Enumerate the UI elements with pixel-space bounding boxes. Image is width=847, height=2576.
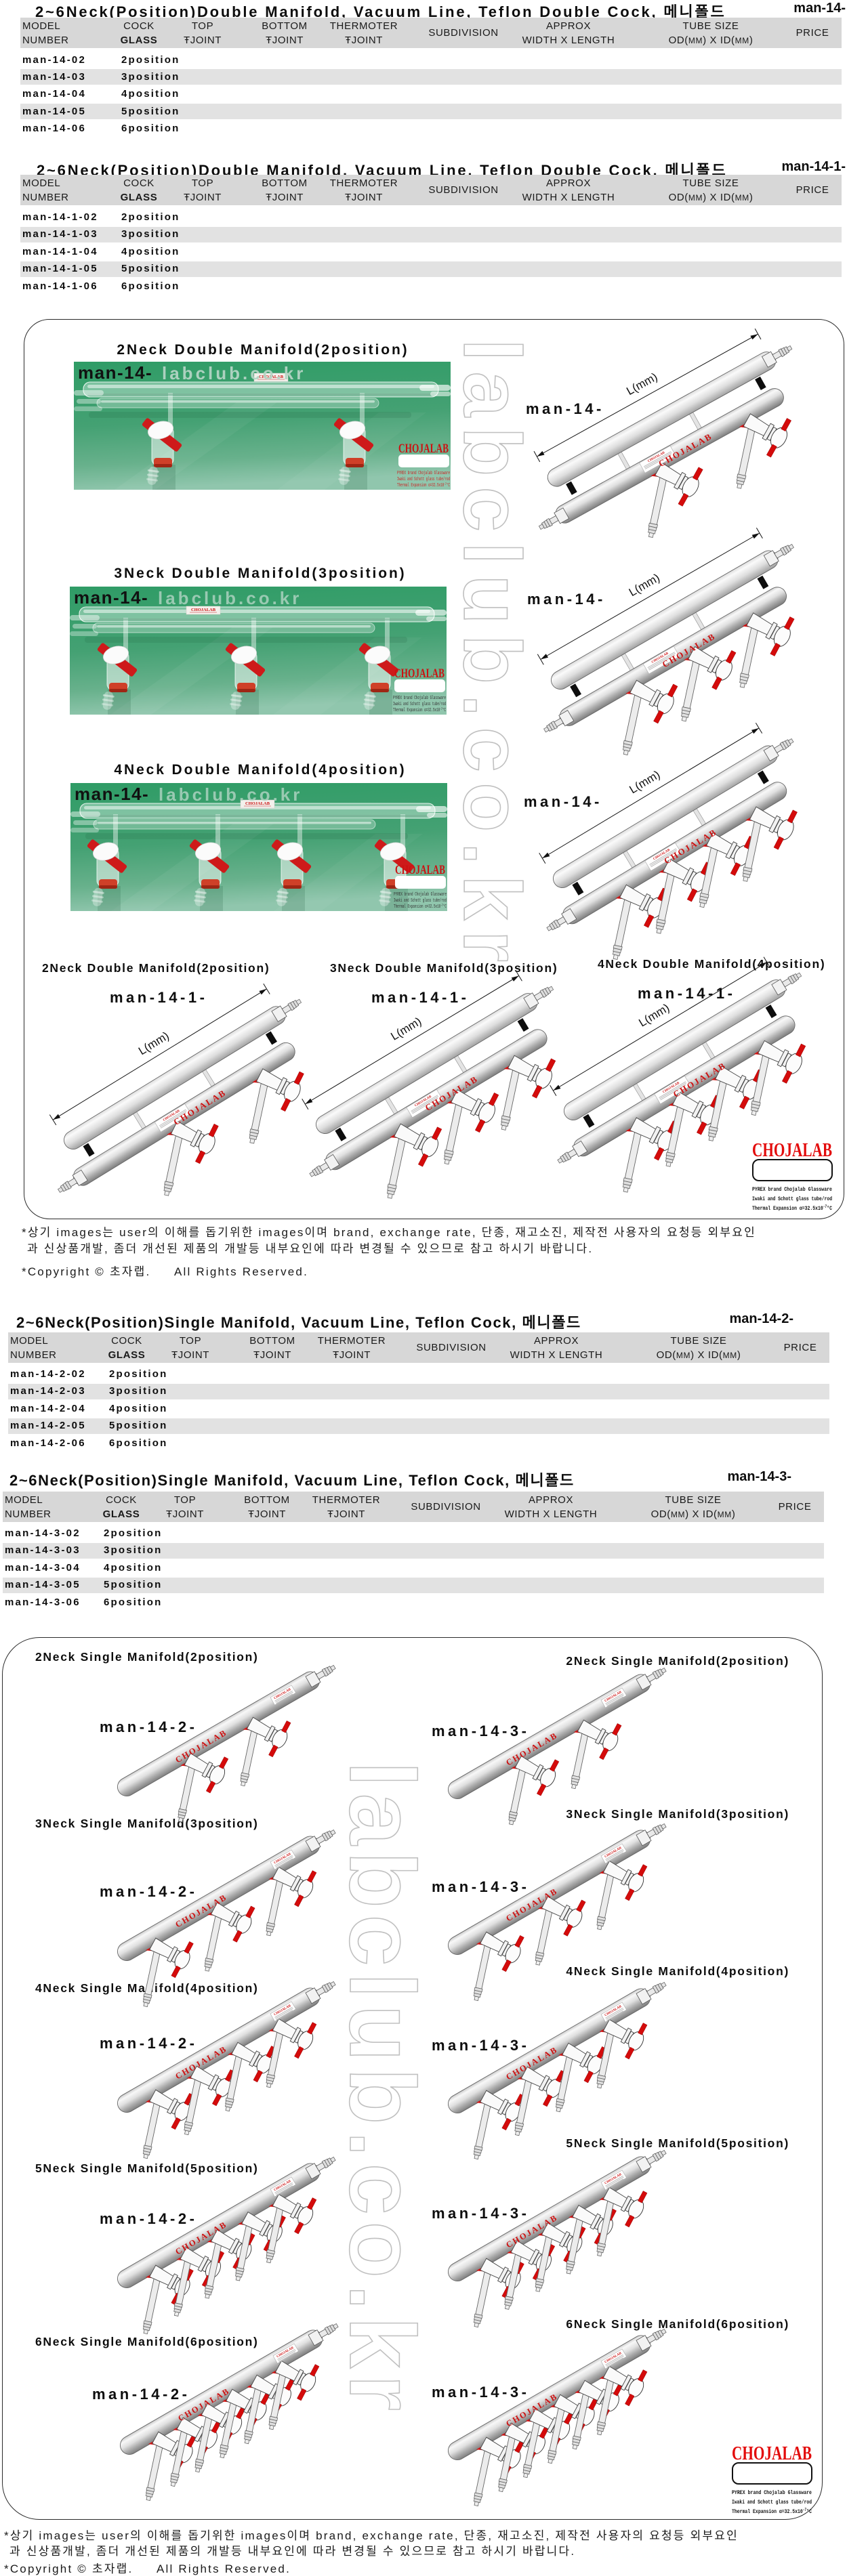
svg-text:PYREX brand Chojalab Glassware: PYREX brand Chojalab Glassware (732, 2489, 812, 2496)
svg-text:CHOJALAB: CHOJALAB (394, 667, 445, 681)
svg-text:CHOJALAB: CHOJALAB (245, 801, 270, 806)
svg-text:labclub.co.kr: labclub.co.kr (162, 363, 306, 383)
svg-text:PYREX brand Chojalab Glassware: PYREX brand Chojalab Glassware (397, 471, 450, 476)
svg-text:CHOJALAB: CHOJALAB (259, 375, 284, 379)
svg-text:L(mm): L(mm) (627, 768, 663, 797)
svg-text:Thermal Expansion α=32.5x10-7°: Thermal Expansion α=32.5x10-7°C (397, 482, 450, 488)
svg-text:Iwaki and Schott glass tube/ro: Iwaki and Schott glass tube/rod (397, 477, 450, 482)
svg-text:Iwaki and Schott glass tube/ro: Iwaki and Schott glass tube/rod (393, 702, 446, 707)
svg-text:man-14-: man-14- (74, 587, 148, 608)
svg-text:L(mm): L(mm) (136, 1029, 171, 1057)
svg-text:CHOJALAB: CHOJALAB (398, 442, 449, 456)
svg-text:Thermal Expansion α=32.5x10-7°: Thermal Expansion α=32.5x10-7°C (393, 707, 446, 713)
svg-text:L(mm): L(mm) (636, 1001, 672, 1030)
svg-text:CHOJALAB: CHOJALAB (395, 863, 445, 877)
svg-text:PYREX brand Chojalab Glassware: PYREX brand Chojalab Glassware (393, 696, 446, 701)
svg-text:labclub.co.kr: labclub.co.kr (158, 588, 302, 608)
svg-text:CHOJALAB: CHOJALAB (752, 1140, 832, 1161)
svg-text:labclub.co.kr: labclub.co.kr (159, 784, 302, 805)
svg-text:Thermal Expansion α=32.5x10-7°: Thermal Expansion α=32.5x10-7°C (394, 904, 447, 910)
svg-text:Iwaki and Schott glass tube/ro: Iwaki and Schott glass tube/rod (394, 898, 447, 904)
svg-text:L(mm): L(mm) (388, 1015, 424, 1043)
svg-text:L(mm): L(mm) (627, 571, 662, 599)
svg-text:Thermal Expansion α=32.5x10-7°: Thermal Expansion α=32.5x10-7°C (732, 2508, 812, 2515)
svg-text:PYREX brand Chojalab Glassware: PYREX brand Chojalab Glassware (394, 892, 447, 898)
svg-text:Iwaki and Schott glass tube/ro: Iwaki and Schott glass tube/rod (752, 1196, 832, 1202)
svg-text:CHOJALAB: CHOJALAB (732, 2443, 812, 2464)
svg-text:Thermal Expansion α=32.5x10-7°: Thermal Expansion α=32.5x10-7°C (752, 1204, 832, 1212)
svg-text:man-14-: man-14- (78, 362, 152, 383)
svg-text:man-14-: man-14- (75, 784, 149, 804)
svg-text:PYREX brand Chojalab Glassware: PYREX brand Chojalab Glassware (752, 1186, 832, 1193)
svg-text:CHOJALAB: CHOJALAB (191, 608, 216, 612)
svg-text:L(mm): L(mm) (624, 371, 659, 398)
svg-text:Iwaki and Schott glass tube/ro: Iwaki and Schott glass tube/rod (732, 2499, 812, 2506)
